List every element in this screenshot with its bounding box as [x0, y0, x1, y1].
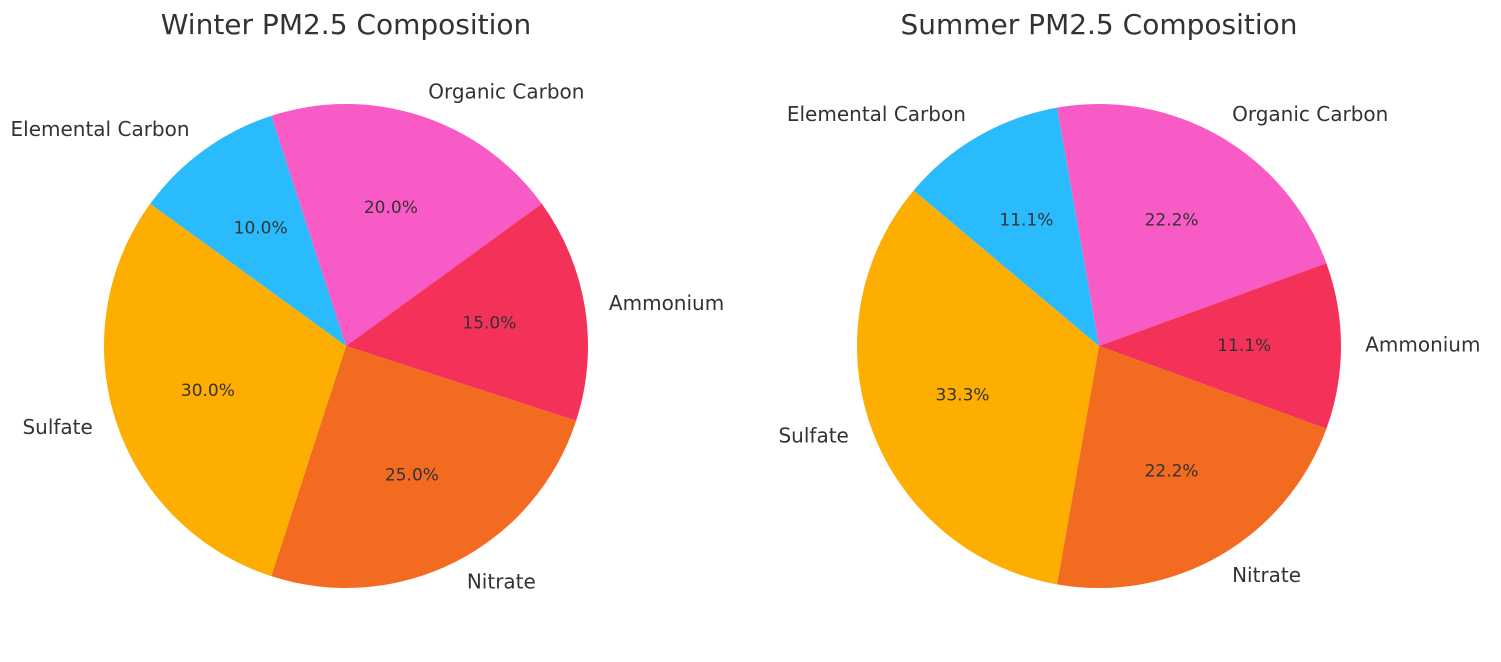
winter-label-nitrate: Nitrate: [467, 570, 536, 594]
summer-pct-ammonium: 11.1%: [1217, 336, 1271, 356]
winter-pct-ammonium: 15.0%: [462, 313, 516, 333]
summer-chart-title: Summer PM2.5 Composition: [900, 8, 1297, 41]
summer-pct-organic-carbon: 22.2%: [1145, 210, 1199, 230]
summer-label-sulfate: Sulfate: [778, 424, 848, 448]
winter-pct-organic-carbon: 20.0%: [364, 198, 418, 218]
summer-slices: [857, 104, 1341, 588]
winter-labels: Organic Carbon 20.0% Ammonium 15.0% Nitrate 2…: [11, 79, 725, 593]
summer-slice-ammonium: [1099, 263, 1341, 429]
summer-slice-nitrate: [1056, 346, 1327, 588]
winter-label-sulfate: Sulfate: [22, 415, 92, 439]
winter-slice-organic-carbon: [271, 104, 542, 346]
winter-slice-elemental-carbon: [150, 115, 346, 346]
winter-slices: [103, 104, 589, 588]
summer-pct-sulfate: 33.3%: [936, 386, 990, 406]
summer-pct-elemental-carbon: 11.1%: [999, 210, 1053, 230]
winter-label-organic-carbon: Organic Carbon: [428, 79, 584, 103]
winter-pct-nitrate: 25.0%: [385, 465, 439, 485]
summer-label-elemental-carbon: Elemental Carbon: [787, 102, 966, 126]
summer-label-ammonium: Ammonium: [1365, 333, 1480, 357]
summer-label-organic-carbon: Organic Carbon: [1232, 102, 1388, 126]
winter-slice-ammonium: [346, 203, 589, 421]
summer-labels: Organic Carbon 22.2% Ammonium 11.1% Nitrate 2…: [778, 102, 1480, 587]
summer-pie-chart: Summer PM2.5 Composition Organic Carbon 2…: [778, 8, 1480, 588]
summer-slice-organic-carbon: [1056, 104, 1327, 347]
summer-slice-sulfate: [857, 190, 1099, 585]
winter-label-elemental-carbon: Elemental Carbon: [11, 117, 190, 141]
summer-pct-nitrate: 22.2%: [1145, 462, 1199, 482]
winter-pct-sulfate: 30.0%: [181, 381, 235, 401]
summer-slice-elemental-carbon: [913, 107, 1099, 347]
summer-label-nitrate: Nitrate: [1232, 563, 1301, 587]
winter-pct-elemental-carbon: 10.0%: [234, 219, 288, 239]
winter-chart-title: Winter PM2.5 Composition: [161, 8, 532, 41]
winter-label-ammonium: Ammonium: [609, 291, 724, 315]
winter-pie-chart: Winter PM2.5 Composition Organic Carbon 2…: [11, 8, 725, 594]
winter-slice-sulfate: [103, 203, 347, 577]
winter-slice-nitrate: [271, 346, 577, 588]
